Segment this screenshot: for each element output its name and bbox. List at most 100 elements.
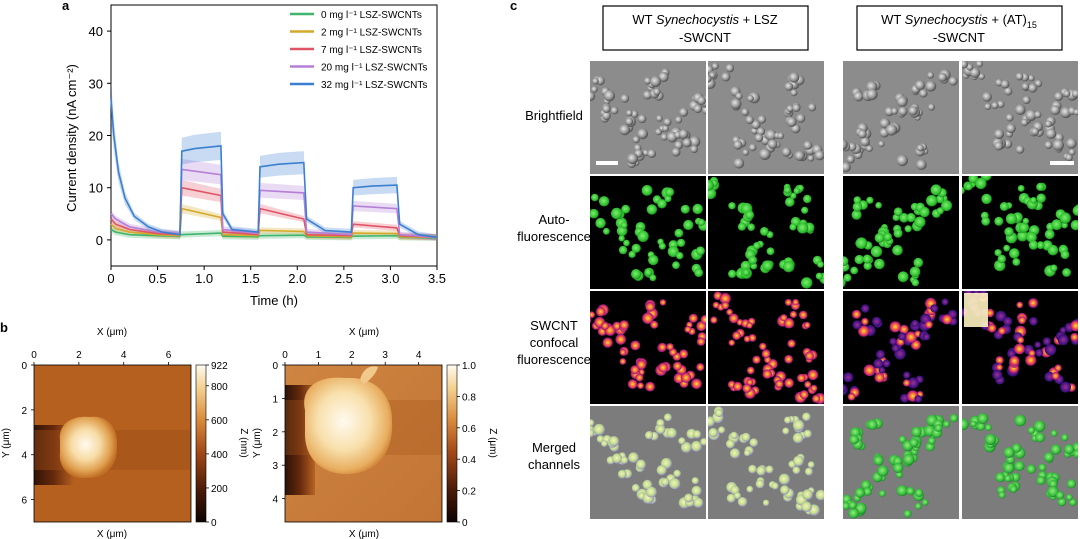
series-line-0 bbox=[110, 228, 438, 239]
cell bbox=[911, 426, 922, 437]
cell bbox=[662, 125, 669, 132]
cell bbox=[867, 419, 878, 430]
cell bbox=[1022, 95, 1031, 105]
cell bbox=[803, 194, 812, 204]
y-tick-label: 30 bbox=[89, 76, 103, 91]
cell bbox=[637, 128, 648, 140]
cell bbox=[1034, 111, 1042, 119]
cell bbox=[621, 204, 631, 214]
cell bbox=[1015, 72, 1024, 81]
cell bbox=[658, 362, 669, 373]
cell bbox=[916, 159, 927, 170]
micro-tile-autofluorescence-4 bbox=[962, 176, 1078, 289]
cell bbox=[689, 136, 701, 148]
cell bbox=[708, 179, 714, 191]
cell bbox=[619, 320, 629, 330]
cell bbox=[862, 254, 872, 264]
cell bbox=[767, 139, 778, 150]
cell bbox=[799, 390, 809, 400]
cell bbox=[618, 245, 628, 255]
header-at15-line2: -SWCNT bbox=[933, 30, 985, 45]
cell bbox=[1018, 222, 1030, 233]
cell bbox=[899, 324, 909, 335]
y-tick-label: 20 bbox=[89, 129, 103, 144]
cell bbox=[653, 88, 661, 96]
cell bbox=[1044, 344, 1057, 356]
cell bbox=[682, 138, 692, 148]
cell bbox=[854, 254, 864, 265]
cell bbox=[1070, 220, 1078, 231]
micro-tile-merged-2 bbox=[708, 406, 824, 519]
cell bbox=[644, 77, 652, 85]
legend-label: 2 mg l⁻¹ LSZ-SWCNTs bbox=[321, 28, 422, 39]
cell bbox=[620, 221, 628, 229]
cell bbox=[642, 312, 654, 325]
cbar-tick-label: 922 bbox=[211, 361, 228, 372]
cell bbox=[678, 437, 686, 445]
cell bbox=[853, 91, 864, 102]
afm2-y-label: Y (μm) bbox=[252, 428, 263, 458]
cell bbox=[712, 301, 720, 309]
cell bbox=[1003, 462, 1015, 474]
cell bbox=[602, 104, 611, 114]
cell bbox=[690, 145, 698, 154]
cell bbox=[674, 140, 683, 150]
cell bbox=[861, 480, 871, 490]
cell bbox=[843, 269, 844, 275]
cell bbox=[719, 292, 731, 305]
cbar-tick-label: 0 bbox=[462, 518, 468, 529]
cell bbox=[615, 334, 626, 345]
cell bbox=[721, 72, 731, 82]
cell bbox=[874, 372, 885, 383]
cell bbox=[1017, 230, 1029, 242]
cell bbox=[843, 383, 847, 393]
series-line-4 bbox=[110, 98, 438, 239]
cell bbox=[1061, 433, 1069, 442]
cell bbox=[792, 432, 804, 444]
afm1-colorbar-ticks: 922 800 600 400 200 0 bbox=[206, 361, 228, 529]
top-tick-label: 2 bbox=[349, 350, 355, 361]
cell bbox=[892, 245, 903, 256]
cell bbox=[792, 419, 805, 432]
cell bbox=[635, 373, 644, 382]
cell bbox=[590, 419, 595, 427]
cell bbox=[627, 379, 638, 389]
cell bbox=[1015, 145, 1025, 154]
cell bbox=[741, 432, 751, 442]
cell bbox=[1055, 491, 1065, 500]
cell bbox=[1070, 333, 1078, 342]
cell bbox=[995, 356, 1004, 365]
cell bbox=[1004, 227, 1014, 237]
cell bbox=[1015, 104, 1026, 115]
cell bbox=[608, 436, 620, 447]
cell bbox=[784, 416, 792, 424]
cell bbox=[1050, 105, 1061, 116]
cell bbox=[660, 133, 668, 141]
cell bbox=[843, 372, 854, 383]
top-tick-label: 6 bbox=[166, 350, 172, 361]
cell bbox=[1060, 381, 1071, 393]
cell bbox=[898, 332, 907, 341]
cell bbox=[804, 351, 814, 361]
cell bbox=[666, 427, 677, 439]
cell bbox=[628, 250, 636, 258]
cell bbox=[1038, 463, 1047, 472]
cell bbox=[984, 433, 997, 445]
cell bbox=[691, 440, 702, 452]
cell bbox=[796, 113, 806, 123]
series-line-3 bbox=[110, 168, 438, 239]
cell bbox=[692, 203, 703, 215]
cell bbox=[850, 266, 859, 275]
cell bbox=[747, 95, 754, 102]
cell bbox=[708, 427, 718, 438]
cell bbox=[1029, 316, 1038, 326]
cell bbox=[1003, 447, 1015, 458]
cell bbox=[1057, 497, 1067, 507]
cell bbox=[784, 378, 794, 388]
afm2-frame bbox=[284, 364, 443, 523]
cell bbox=[1003, 244, 1011, 252]
cell bbox=[858, 325, 870, 337]
cell bbox=[1057, 334, 1069, 346]
cell bbox=[808, 103, 817, 112]
cell bbox=[753, 242, 761, 250]
